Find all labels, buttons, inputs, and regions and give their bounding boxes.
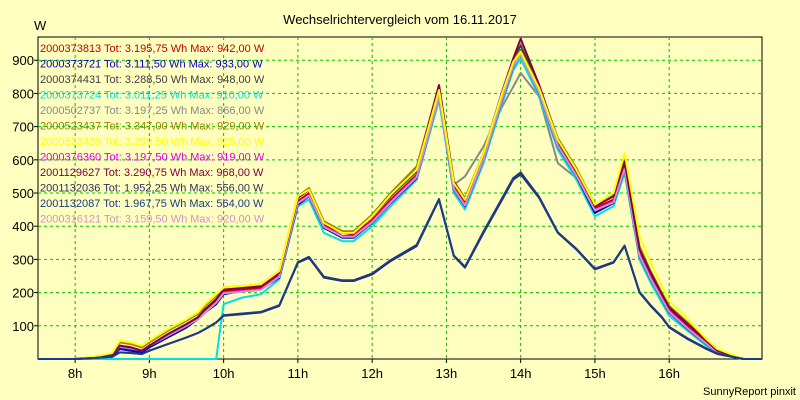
series-line-2000373724 [38,57,762,360]
legend-entry-2000523437: 2000523437 Tot: 3.347,00 Wh Max: 929,00 … [40,121,265,133]
x-tick-label: 9h [142,366,156,381]
x-tick-label: 12h [361,366,383,381]
y-tick-label: 700 [12,120,34,135]
x-tick-label: 8h [68,366,82,381]
series-line-2000523439 [38,50,762,360]
y-tick-label: 500 [12,186,34,201]
y-tick-label: 300 [12,252,34,267]
y-tick-label: 200 [12,286,34,301]
legend-entry-2000373813: 2000373813 Tot: 3.195,75 Wh Max: 942,00 … [40,43,265,55]
legend-entry-2001132087: 2001132087 Tot: 1.967,75 Wh Max: 564,00 … [40,198,264,210]
y-tick-label: 800 [12,86,34,101]
x-tick-label: 16h [658,366,680,381]
y-tick-label: 400 [12,219,34,234]
axis-tick-labels: 8h 9h 10h 11h 12h 13h 14h 15h 16h 100 200 300 400 500… [12,53,680,381]
legend-entry-2000373721: 2000373721 Tot: 3.111,50 Wh Max: 933,00 … [40,59,263,71]
y-tick-label: 600 [12,153,34,168]
y-tick-label: 100 [12,319,34,334]
series-lines [38,37,762,360]
chart-title: Wechselrichtervergleich vom 16.11.2017 [283,12,517,27]
y-axis-unit-label: W [34,18,47,33]
x-tick-label: 10h [213,366,235,381]
legend-entry-2001129627: 2001129627 Tot: 3.290,75 Wh Max: 968,00 … [40,167,264,179]
legend: 2000373813 Tot: 3.195,75 Wh Max: 942,00 … [40,43,265,226]
legend-entry-2000373724: 2000373724 Tot: 3.011,25 Wh Max: 910,00 … [40,90,264,102]
x-tick-label: 11h [288,366,309,381]
footer-credit: SunnyReport pinxit [703,386,796,398]
legend-entry-2000376360: 2000376360 Tot: 3.197,50 Wh Max: 919,00 … [40,152,265,164]
series-line-2000523437 [38,49,762,360]
y-tick-label: 900 [12,53,34,68]
legend-entry-2000316121: 2000316121 Tot: 3.159,50 Wh Max: 920,00 … [40,214,265,226]
legend-entry-2000374431: 2000374431 Tot: 3.288,50 Wh Max: 948,00 … [40,74,265,86]
x-tick-label: 15h [584,366,606,381]
legend-entry-2000502737: 2000502737 Tot: 3.197,25 Wh Max: 866,00 … [40,105,265,117]
x-tick-label: 14h [510,366,532,381]
grid-lines [38,37,762,359]
legend-entry-2000523439: 2000523439 Tot: 3.299,50 Wh Max: 925,00 … [40,136,265,148]
series-line-2001132087 [38,171,762,360]
x-tick-label: 13h [436,366,458,381]
legend-entry-2001132036: 2001132036 Tot: 1.952,25 Wh Max: 556,00 … [40,183,264,195]
